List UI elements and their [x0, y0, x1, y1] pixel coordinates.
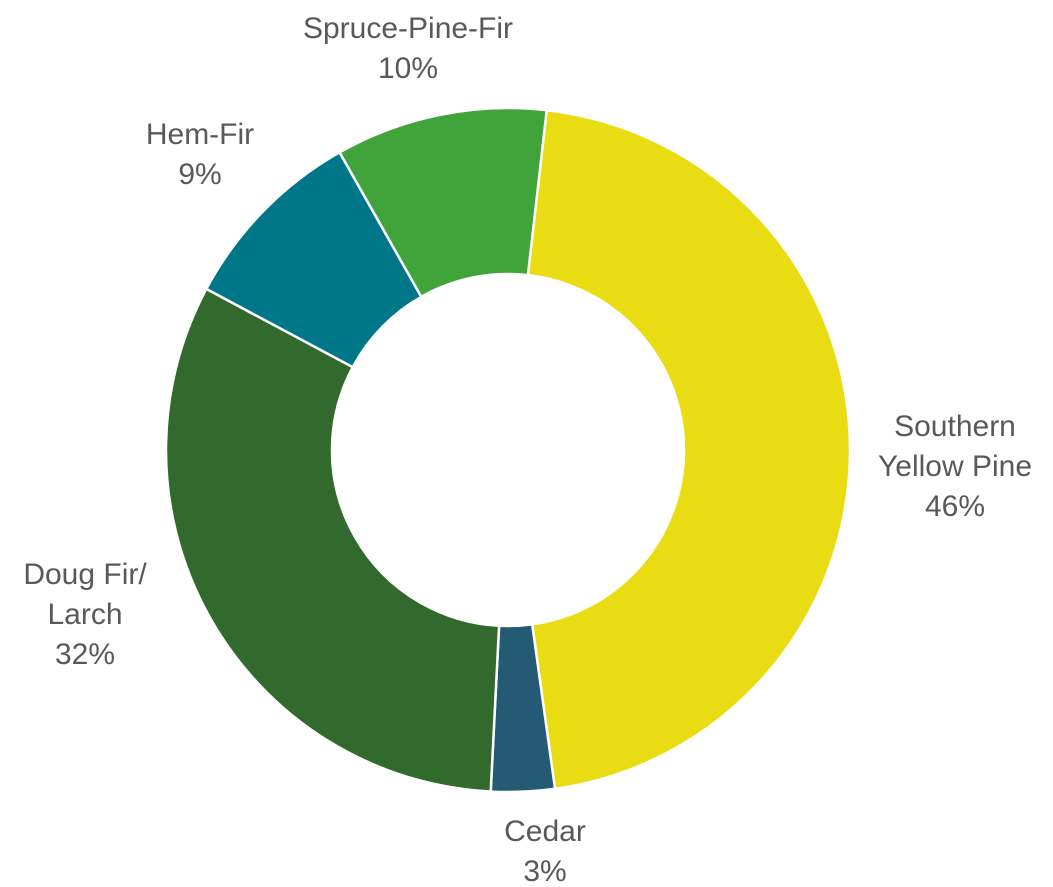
slice-label: Southern: [894, 410, 1016, 443]
slice-label: Larch: [47, 598, 122, 631]
slice-label: Doug Fir/: [23, 558, 147, 591]
slice-value-label: 46%: [925, 490, 985, 523]
slice-value-label: 10%: [378, 52, 438, 85]
slice-value-label: 3%: [523, 855, 566, 887]
slice-label: Hem-Fir: [146, 118, 254, 151]
donut-slice: [164, 287, 501, 793]
slice-label: Cedar: [504, 815, 586, 848]
slice-value-label: 32%: [55, 638, 115, 671]
donut-slice: [526, 108, 852, 791]
donut-slice: [337, 106, 549, 299]
slice-value-label: 9%: [178, 158, 221, 191]
slice-label: Yellow Pine: [878, 450, 1032, 483]
slice-label: Spruce-Pine-Fir: [303, 12, 513, 45]
